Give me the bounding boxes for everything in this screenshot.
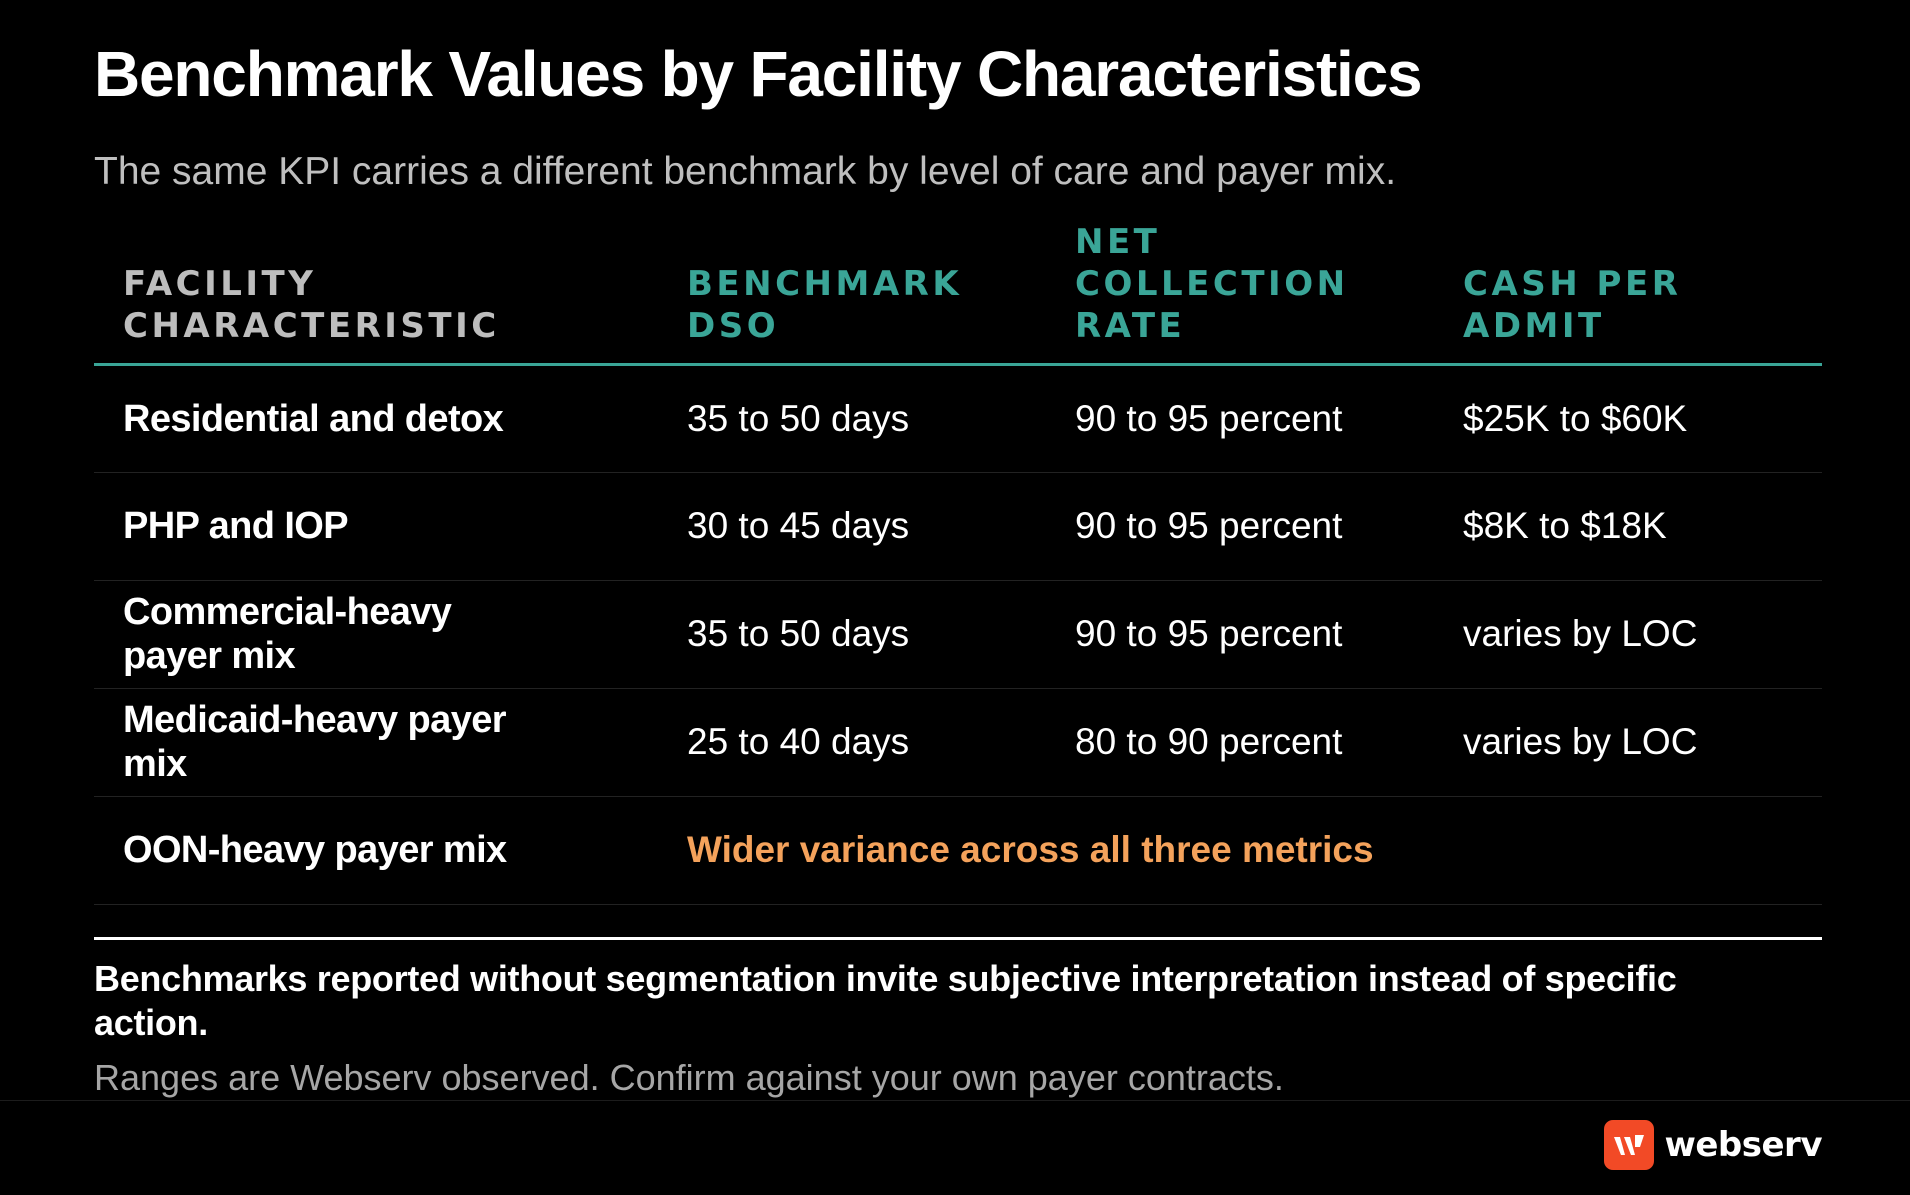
column-header-ncr: Net collection rate [1046,216,1434,366]
page-title: Benchmark Values by Facility Characteris… [94,38,1423,110]
table-header-row: Facility characteristic Benchmark DSO Ne… [94,216,1822,366]
webserv-logo-icon [1604,1120,1655,1170]
column-header-cash: Cash per admit [1434,216,1822,366]
facility-cell: Medicaid-heavy payer mix [94,688,658,797]
table-row: Commercial-heavy payer mix 35 to 50 days… [94,580,1822,689]
brand-name: webserv [1664,1125,1822,1165]
column-header-dso: Benchmark DSO [658,216,1046,366]
footer-band [0,1100,1910,1195]
column-header-facility: Facility characteristic [94,216,658,366]
ncr-cell: 90 to 95 percent [1046,472,1434,581]
ncr-cell: 90 to 95 percent [1046,580,1434,689]
dso-cell: 35 to 50 days [658,580,1046,689]
table-row: OON-heavy payer mix Wider variance acros… [94,796,1822,905]
footnote: Benchmarks reported without segmentation… [94,958,1677,1043]
ncr-cell: 80 to 90 percent [1046,688,1434,797]
cash-cell: varies by LOC [1434,580,1822,689]
dso-cell: 35 to 50 days [658,364,1046,473]
cash-cell: $25K to $60K [1434,364,1822,473]
ncr-cell: 90 to 95 percent [1046,364,1434,473]
brand-logo: webserv [1604,1120,1822,1170]
facility-cell: Commercial-heavy payer mix [94,580,658,689]
cash-cell: varies by LOC [1434,688,1822,797]
page-subtitle: The same KPI carries a different benchma… [94,150,1397,193]
table-row: Medicaid-heavy payer mix 25 to 40 days 8… [94,688,1822,797]
facility-cell: OON-heavy payer mix [94,796,658,905]
facility-cell: Residential and detox [94,364,658,473]
dso-cell: 30 to 45 days [658,472,1046,581]
cash-cell: $8K to $18K [1434,472,1822,581]
footer-divider [94,937,1822,940]
dso-cell: 25 to 40 days [658,688,1046,797]
table-row: Residential and detox 35 to 50 days 90 t… [94,364,1822,473]
variance-note-cell: Wider variance across all three metrics [658,796,1822,905]
facility-cell: PHP and IOP [94,472,658,581]
table-row: PHP and IOP 30 to 45 days 90 to 95 perce… [94,472,1822,581]
source-note: Ranges are Webserv observed. Confirm aga… [94,1057,1284,1098]
benchmark-table: Facility characteristic Benchmark DSO Ne… [94,216,1822,905]
